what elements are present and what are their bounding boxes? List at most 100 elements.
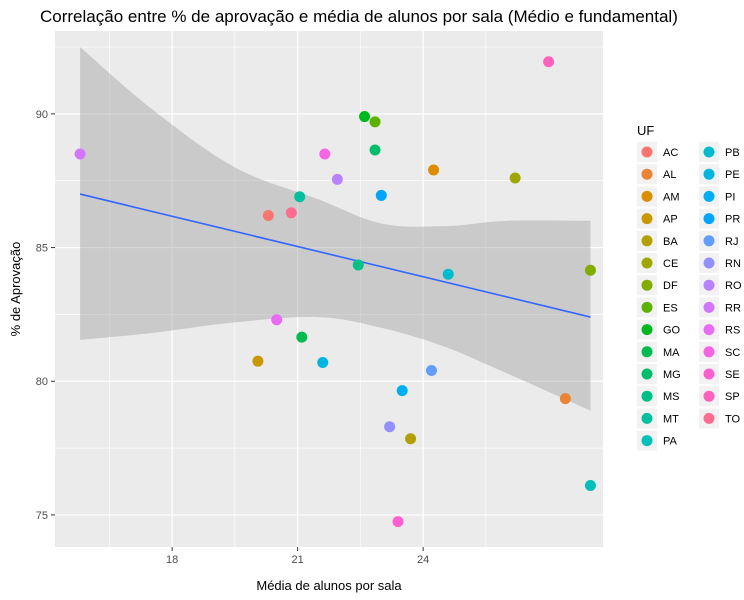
legend-key-dot bbox=[703, 190, 715, 202]
data-point-df bbox=[584, 264, 596, 276]
data-point-se bbox=[392, 516, 404, 528]
y-tick-label: 80 bbox=[36, 376, 48, 388]
legend-label-pb: PB bbox=[725, 147, 740, 159]
legend-label-pe: PE bbox=[725, 169, 740, 181]
legend-label-pr: PR bbox=[725, 214, 740, 226]
legend-label-se: SE bbox=[725, 369, 740, 381]
data-point-ms bbox=[352, 259, 364, 271]
legend-label-mg: MG bbox=[663, 369, 681, 381]
x-tick-label: 21 bbox=[292, 554, 304, 566]
legend-label-rr: RR bbox=[725, 302, 741, 314]
x-axis-title: Média de alunos por sala bbox=[256, 578, 402, 593]
legend-key-dot bbox=[703, 368, 715, 380]
legend-key-dot bbox=[641, 435, 653, 447]
legend-label-to: TO bbox=[725, 413, 741, 425]
data-point-pa bbox=[584, 480, 596, 492]
data-point-ba bbox=[405, 433, 417, 445]
legend-key-dot bbox=[703, 235, 715, 247]
data-point-rn bbox=[384, 421, 396, 433]
legend-key-dot bbox=[703, 346, 715, 358]
legend-key-dot bbox=[703, 213, 715, 225]
data-point-es bbox=[369, 116, 381, 128]
data-point-sp bbox=[543, 56, 555, 68]
legend-label-am: AM bbox=[663, 191, 680, 203]
points bbox=[74, 56, 596, 528]
data-point-pe bbox=[317, 357, 329, 369]
y-tick-label: 75 bbox=[36, 510, 48, 522]
data-point-rs bbox=[271, 314, 283, 326]
y-tick-label: 90 bbox=[36, 109, 48, 121]
legend-key-dot bbox=[641, 146, 653, 158]
legend-key-dot bbox=[641, 257, 653, 269]
legend-label-sc: SC bbox=[725, 347, 740, 359]
legend: AC AL AM AP BA CE DF ES GO MA MG MS MT PA PB PE PI PR RJ RN… bbox=[637, 142, 742, 451]
plot-panel bbox=[55, 31, 603, 547]
legend-key-dot bbox=[641, 412, 653, 424]
data-point-mt bbox=[294, 191, 306, 203]
legend-key-dot bbox=[641, 213, 653, 225]
legend-label-al: AL bbox=[663, 169, 676, 181]
data-point-ac bbox=[262, 209, 274, 221]
chart-title: Correlação entre % de aprovação e média … bbox=[40, 7, 678, 26]
legend-label-rj: RJ bbox=[725, 236, 738, 248]
confidence-band bbox=[80, 47, 591, 411]
data-point-ce bbox=[509, 172, 521, 184]
x-tick-label: 18 bbox=[166, 554, 178, 566]
x-axis: 18 21 24 bbox=[166, 547, 429, 566]
legend-label-ba: BA bbox=[663, 236, 678, 248]
legend-key-dot bbox=[641, 324, 653, 336]
legend-title: UF bbox=[637, 123, 654, 138]
legend-label-ce: CE bbox=[663, 258, 678, 270]
data-point-go bbox=[359, 111, 371, 123]
data-point-al bbox=[559, 393, 571, 405]
legend-key-dot bbox=[641, 190, 653, 202]
data-point-mg bbox=[369, 144, 381, 156]
legend-key-dot bbox=[641, 168, 653, 180]
legend-key-dot bbox=[641, 368, 653, 380]
data-point-sc bbox=[319, 148, 331, 160]
x-tick-label: 24 bbox=[417, 554, 429, 566]
legend-label-ac: AC bbox=[663, 147, 678, 159]
legend-key-dot bbox=[703, 146, 715, 158]
legend-key-dot bbox=[641, 279, 653, 291]
legend-label-ms: MS bbox=[663, 391, 680, 403]
legend-key-dot bbox=[641, 346, 653, 358]
legend-label-df: DF bbox=[663, 280, 678, 292]
data-point-rr bbox=[74, 148, 86, 160]
data-point-am bbox=[428, 164, 440, 176]
data-point-to bbox=[285, 207, 297, 219]
legend-key-dot bbox=[641, 301, 653, 313]
legend-key-dot bbox=[641, 235, 653, 247]
legend-label-pi: PI bbox=[725, 191, 735, 203]
y-axis: 75 80 85 90 bbox=[36, 109, 55, 522]
y-axis-title: % de Aprovação bbox=[8, 242, 23, 337]
data-point-rj bbox=[425, 365, 437, 377]
legend-key-dot bbox=[703, 301, 715, 313]
data-point-ro bbox=[331, 173, 343, 185]
data-point-pr bbox=[375, 189, 387, 201]
data-point-pi bbox=[396, 385, 408, 397]
legend-key-dot bbox=[703, 412, 715, 424]
legend-key-dot bbox=[641, 390, 653, 402]
data-point-pb bbox=[442, 268, 454, 280]
legend-label-mt: MT bbox=[663, 413, 679, 425]
legend-label-sp: SP bbox=[725, 391, 740, 403]
legend-label-es: ES bbox=[663, 302, 678, 314]
data-point-ma bbox=[296, 331, 308, 343]
legend-label-rn: RN bbox=[725, 258, 741, 270]
legend-key-dot bbox=[703, 324, 715, 336]
trend-line bbox=[79, 193, 591, 318]
legend-label-rs: RS bbox=[725, 325, 740, 337]
legend-label-ro: RO bbox=[725, 280, 742, 292]
y-tick-label: 85 bbox=[36, 243, 48, 255]
legend-label-go: GO bbox=[663, 325, 681, 337]
legend-label-pa: PA bbox=[663, 436, 678, 448]
data-point-ap bbox=[252, 355, 264, 367]
legend-key-dot bbox=[703, 279, 715, 291]
legend-key-dot bbox=[703, 168, 715, 180]
legend-key-dot bbox=[703, 390, 715, 402]
legend-label-ma: MA bbox=[663, 347, 680, 359]
legend-key-dot bbox=[703, 257, 715, 269]
legend-label-ap: AP bbox=[663, 214, 678, 226]
